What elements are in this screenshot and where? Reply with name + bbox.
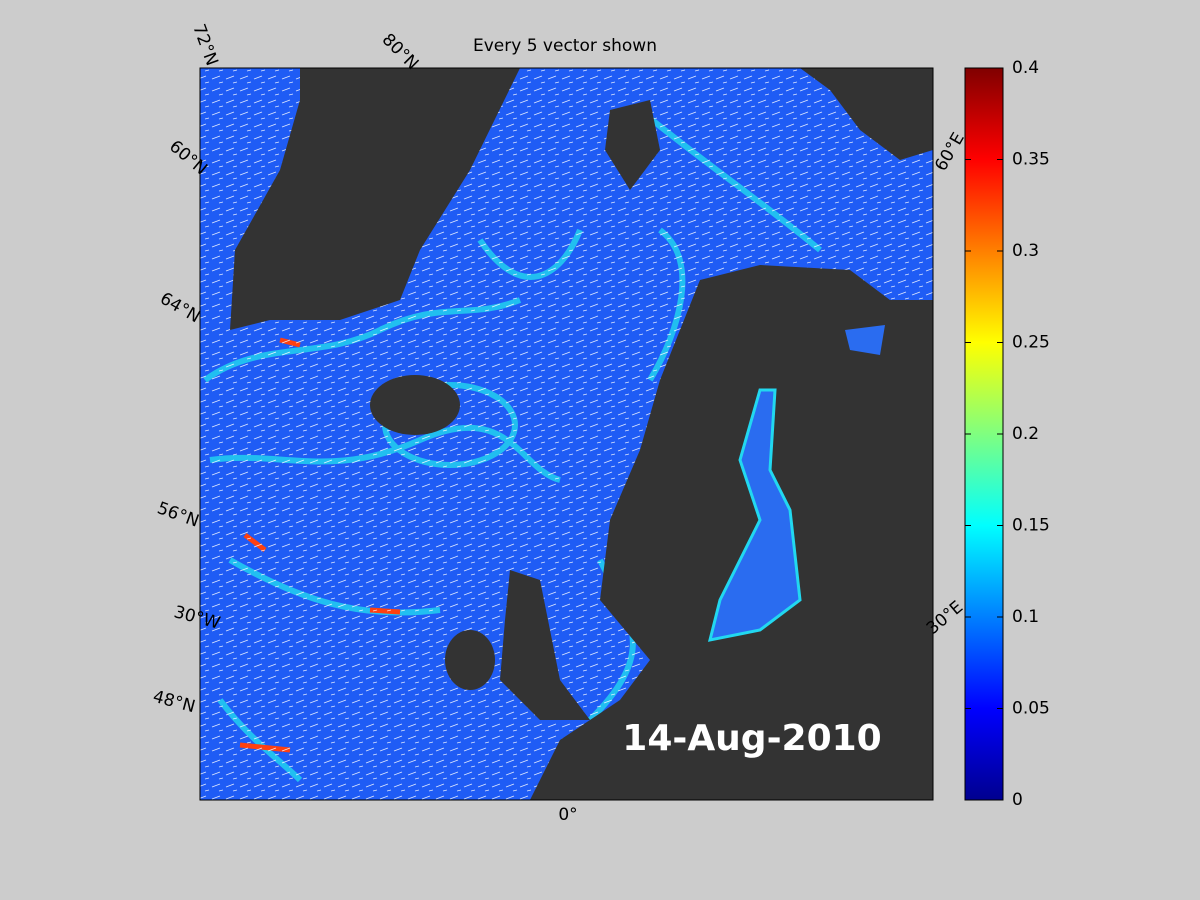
graticule-label: 72°N — [188, 21, 221, 68]
graticule-label: 56°N — [154, 498, 201, 531]
land — [230, 68, 933, 800]
colorbar-tick-label: 0.2 — [1012, 424, 1039, 444]
colorbar-tick-label: 0.1 — [1012, 607, 1039, 627]
title: Every 5 vector shown — [473, 36, 657, 56]
graticule-label: 0° — [558, 805, 577, 825]
colorbar-tick-label: 0.15 — [1012, 516, 1050, 536]
map-frame — [199, 67, 934, 801]
colorbar-tick-label: 0 — [1012, 790, 1023, 810]
baltic-sea — [707, 388, 802, 642]
colorbar — [964, 67, 1004, 801]
colorbar-tick-label: 0.25 — [1012, 333, 1050, 353]
colorbar-tick-label: 0.05 — [1012, 699, 1050, 719]
map: 14-Aug-2010 — [200, 68, 933, 800]
colorbar-tick-label: 0.4 — [1012, 58, 1039, 78]
white-sea — [845, 325, 885, 355]
colorbar-ticks: 0 0.05 0.1 0.15 0.2 0.25 0.3 0.35 0.4 — [965, 58, 1050, 810]
date-label: 14-Aug-2010 — [622, 718, 881, 759]
graticule-label: 64°N — [156, 289, 203, 328]
colorbar-tick-label: 0.35 — [1012, 150, 1050, 170]
colorbar-tick-label: 0.3 — [1012, 241, 1039, 261]
graticule-label: 60°E — [931, 129, 969, 174]
graticule-label: 48°N — [151, 687, 198, 717]
